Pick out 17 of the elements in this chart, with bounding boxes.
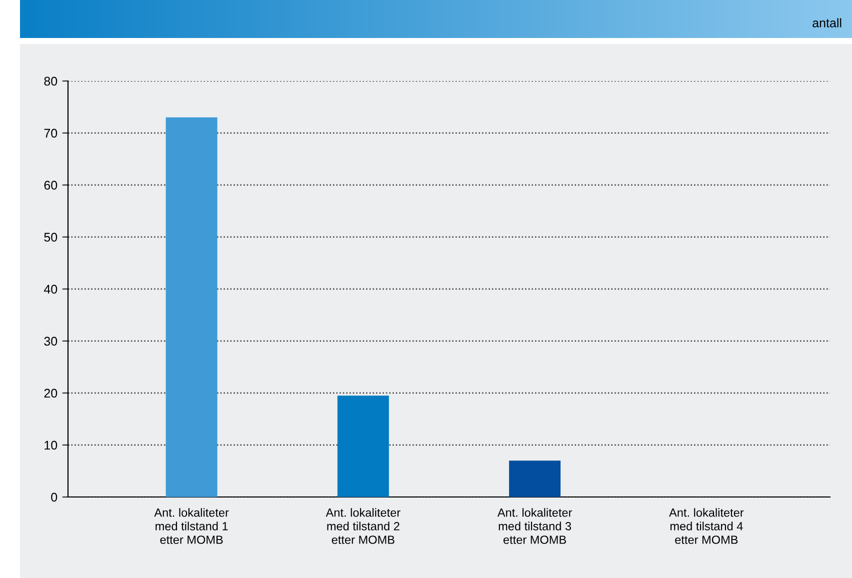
- y-tick-label: 30: [44, 336, 58, 346]
- y-tick-label: 40: [44, 284, 58, 294]
- bar: [509, 460, 561, 497]
- bar: [166, 117, 218, 497]
- y-tick-label: 10: [44, 440, 58, 450]
- x-tick-label: Ant. lokaliteter med tilstand 4 etter MOMB: [669, 508, 744, 544]
- y-tick-label: 50: [44, 232, 58, 242]
- x-tick-label: Ant. lokaliteter med tilstand 3 etter MOMB: [497, 508, 572, 544]
- bar: [337, 396, 389, 497]
- y-axis-title: antall: [812, 18, 842, 28]
- y-tick-label: 70: [44, 128, 58, 138]
- y-tick-label: 20: [44, 388, 58, 398]
- x-tick-label: Ant. lokaliteter med tilstand 1 etter MOMB: [154, 508, 229, 544]
- y-tick-label: 80: [44, 76, 58, 86]
- y-tick-label: 60: [44, 180, 58, 190]
- y-tick-label: 0: [51, 492, 58, 502]
- x-tick-label: Ant. lokaliteter med tilstand 2 etter MOMB: [326, 508, 400, 544]
